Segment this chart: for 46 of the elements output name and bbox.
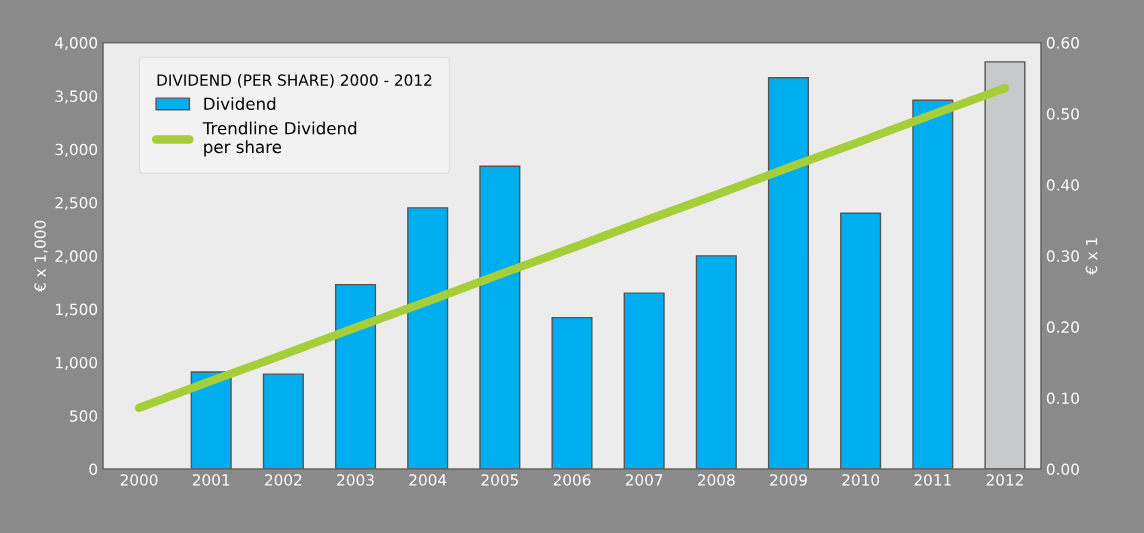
x-tick-label: 2000 bbox=[120, 474, 158, 486]
bar bbox=[551, 316, 593, 470]
bar bbox=[262, 373, 304, 470]
bar bbox=[334, 283, 377, 470]
y-tick-label: 4,000 bbox=[55, 37, 98, 51]
bar bbox=[695, 255, 737, 470]
y-tick-label: 3,000 bbox=[55, 143, 98, 157]
legend-title: DIVIDEND (PER SHARE) 2000 - 2012 bbox=[157, 74, 432, 88]
y2-tick-label: 0.20 bbox=[1046, 321, 1079, 333]
x-tick-label: 2005 bbox=[481, 474, 518, 486]
bar bbox=[407, 207, 449, 470]
y-tick-label: 3,500 bbox=[55, 90, 98, 104]
x-tick-label: 2003 bbox=[337, 474, 374, 486]
y2-axis-title: € x 1 bbox=[1085, 238, 1098, 275]
y2-tick-label: 0.00 bbox=[1046, 463, 1079, 476]
y-tick-label: 1,000 bbox=[56, 356, 98, 371]
bar bbox=[767, 77, 810, 470]
y-tick-label: 2,500 bbox=[55, 197, 98, 211]
x-tick-label: 2004 bbox=[409, 474, 447, 486]
x-tick-label: 2012 bbox=[986, 474, 1023, 486]
y-tick-label: 0 bbox=[89, 463, 98, 476]
x-tick-label: 2008 bbox=[698, 474, 735, 486]
legend-label: Trendline Dividend per share bbox=[202, 121, 357, 157]
x-tick-label: 2001 bbox=[192, 474, 230, 486]
y2-tick-label: 0.10 bbox=[1046, 392, 1079, 404]
bar bbox=[479, 165, 521, 470]
x-tick-label: 2009 bbox=[770, 474, 807, 486]
bar bbox=[840, 212, 882, 470]
y-tick-label: 2,000 bbox=[55, 250, 98, 264]
y2-tick-label: 0.50 bbox=[1046, 108, 1079, 120]
y2-tick-label: 0.60 bbox=[1046, 37, 1079, 49]
y-axis-title: € x 1,000 bbox=[34, 220, 48, 292]
legend-label: Dividend bbox=[204, 97, 276, 111]
bar bbox=[190, 371, 232, 470]
x-tick-label: 2011 bbox=[914, 474, 951, 486]
x-tick-label: 2002 bbox=[265, 474, 302, 486]
bar bbox=[912, 99, 954, 470]
y2-tick-label: 0.30 bbox=[1046, 250, 1079, 262]
y2-tick-label: 0.40 bbox=[1046, 179, 1079, 191]
y-tick-label: 500 bbox=[70, 410, 98, 422]
bar bbox=[623, 292, 665, 470]
y-tick-label: 1,500 bbox=[56, 303, 98, 317]
bar bbox=[984, 61, 1026, 470]
x-tick-label: 2006 bbox=[553, 474, 591, 486]
x-tick-label: 2010 bbox=[842, 474, 880, 486]
x-tick-label: 2007 bbox=[625, 474, 663, 486]
